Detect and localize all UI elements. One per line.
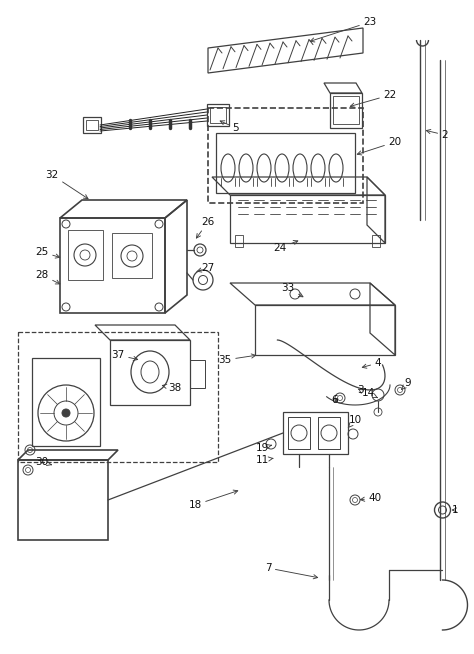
Text: 9: 9	[401, 378, 411, 389]
Text: 37: 37	[111, 350, 137, 360]
Text: 7: 7	[264, 563, 318, 579]
Bar	[333, 96, 359, 124]
Text: 26: 26	[196, 217, 215, 238]
Bar	[210, 107, 226, 123]
Bar	[208, 108, 363, 203]
Text: 27: 27	[197, 263, 215, 273]
Text: 19: 19	[255, 443, 272, 453]
Text: 4: 4	[362, 358, 381, 368]
Bar	[235, 235, 243, 247]
Bar	[83, 117, 101, 133]
Text: 6: 6	[332, 395, 338, 405]
Bar	[60, 218, 165, 313]
Text: 14: 14	[361, 388, 377, 398]
Bar	[18, 332, 218, 462]
Text: 11: 11	[255, 455, 273, 465]
Text: 1: 1	[452, 505, 458, 515]
Bar	[230, 195, 385, 243]
Text: 30: 30	[36, 457, 52, 467]
Text: 18: 18	[188, 490, 238, 510]
Bar	[207, 104, 229, 126]
Text: 33: 33	[282, 283, 303, 297]
Bar	[318, 417, 340, 449]
Text: 5: 5	[220, 121, 239, 133]
Text: 24: 24	[273, 241, 298, 253]
Text: 40: 40	[360, 493, 382, 503]
Text: 22: 22	[350, 90, 397, 107]
Text: 10: 10	[348, 415, 362, 428]
Text: 38: 38	[163, 383, 182, 393]
Bar	[216, 133, 355, 193]
Text: 25: 25	[36, 247, 60, 258]
Circle shape	[62, 409, 70, 417]
Text: 20: 20	[357, 137, 401, 155]
Text: 2: 2	[426, 129, 448, 140]
Bar	[283, 412, 348, 454]
Bar	[110, 340, 190, 405]
Text: 23: 23	[310, 17, 377, 42]
Bar	[112, 233, 152, 278]
Text: 3: 3	[357, 385, 364, 395]
Bar	[372, 235, 380, 247]
Text: 35: 35	[219, 354, 255, 365]
Bar	[68, 230, 103, 280]
Bar	[190, 360, 205, 388]
Bar	[18, 460, 108, 540]
Text: 32: 32	[46, 170, 88, 199]
Bar	[86, 120, 98, 130]
Bar	[330, 93, 362, 128]
Bar	[255, 305, 395, 355]
Bar	[288, 417, 310, 449]
Bar	[32, 358, 100, 446]
Text: 28: 28	[36, 270, 60, 284]
